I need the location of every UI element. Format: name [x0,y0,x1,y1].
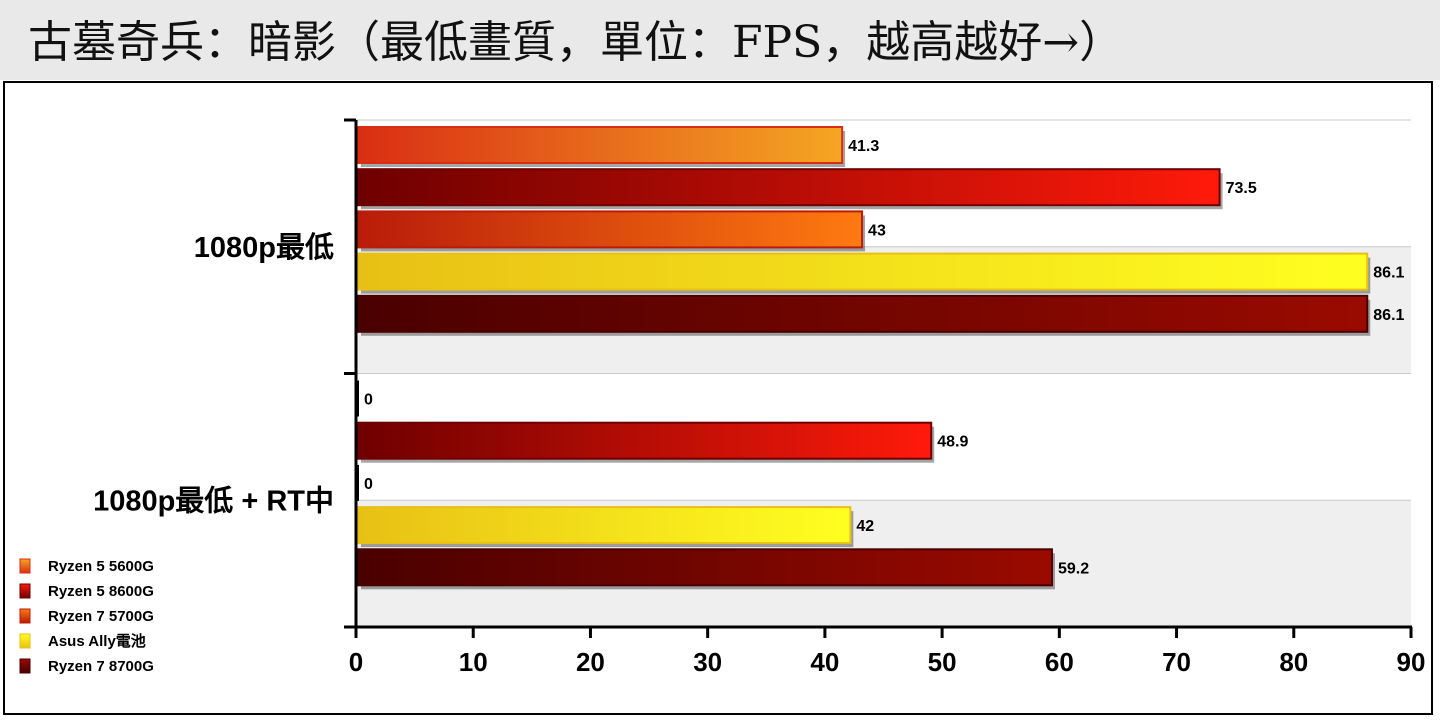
bar [357,421,933,460]
data-label: 0 [364,476,373,493]
x-tick-label: 90 [1397,647,1426,677]
data-label: 0 [364,392,373,409]
x-tick-label: 50 [928,647,957,677]
data-label: 48.9 [937,434,968,451]
x-tick-label: 10 [459,647,488,677]
data-label: 86.1 [1373,307,1404,324]
data-label: 59.2 [1058,560,1089,577]
bars [356,126,1371,590]
bar [357,294,1369,333]
legend-swatch [19,608,31,624]
category-label: 1080p最低 [194,231,334,264]
legend: Ryzen 5 5600G Ryzen 5 8600G Ryzen 7 5700G A… [19,558,154,675]
data-label: 43 [868,222,886,239]
legend-label: Ryzen 5 5600G [48,558,154,575]
labels: 41.3 73.5 43 86.1 86.1 1080p最低 0 48.9 0 42 59.2 108… [93,138,1404,577]
bar [357,548,1053,587]
legend-swatch [19,633,31,649]
legend-label: Asus Ally電池 [48,632,146,650]
data-label: 42 [856,518,874,535]
x-tick-label: 20 [576,647,605,677]
legend-swatch [19,558,31,574]
x-tick-label: 0 [349,647,363,677]
bar [357,168,1221,207]
bar [357,506,852,545]
data-label: 73.5 [1226,180,1257,197]
data-label: 41.3 [848,138,879,155]
x-tick-label: 30 [693,647,722,677]
x-tick-label: 80 [1279,647,1308,677]
bar [357,252,1369,291]
legend-swatch [19,658,31,674]
legend-swatch [19,583,31,599]
title-bar: 古墓奇兵：暗影（最低畫質，單位：FPS，越高越好→） [0,0,1440,80]
data-label: 86.1 [1373,265,1404,282]
bar [357,210,864,249]
x-tick-label: 70 [1162,647,1191,677]
legend-label: Ryzen 7 8700G [48,658,154,675]
bar [357,126,844,164]
legend-label: Ryzen 7 5700G [48,608,154,625]
x-tick-label: 40 [810,647,839,677]
x-tick-label: 60 [1045,647,1074,677]
axes: 0 10 20 30 40 50 60 70 80 90 [344,118,1426,677]
chart-title: 古墓奇兵：暗影（最低畫質，單位：FPS，越高越好→） [28,17,1124,68]
legend-label: Ryzen 5 8600G [48,583,154,600]
category-label: 1080p最低 + RT中 [93,484,334,517]
